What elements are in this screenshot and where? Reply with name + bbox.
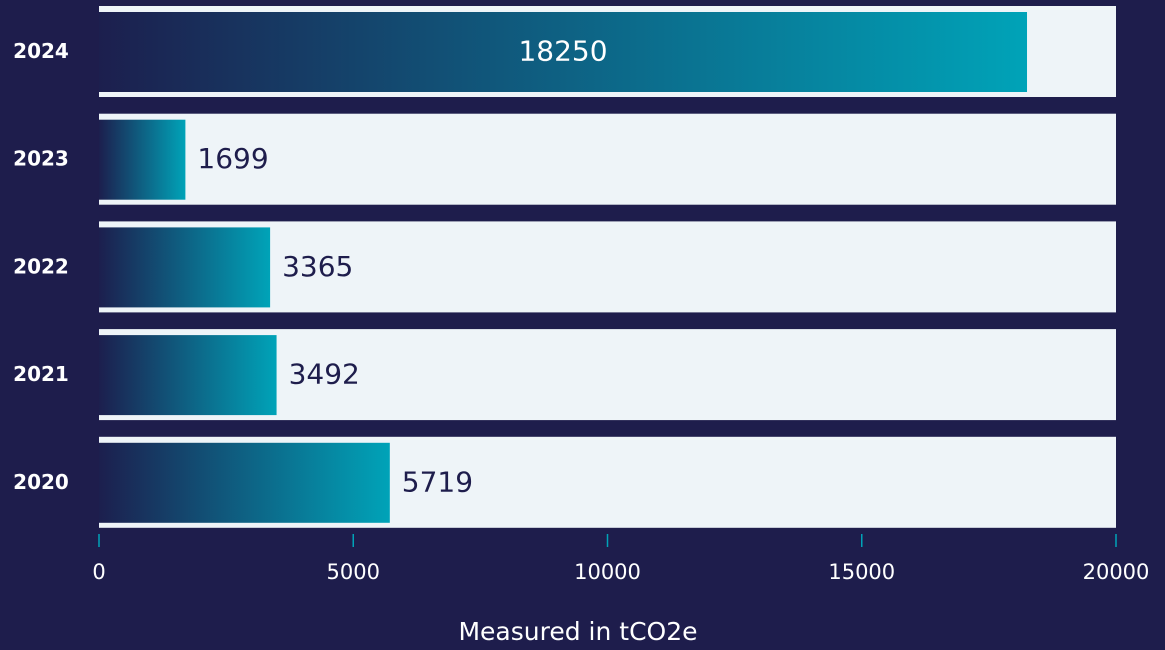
bar	[99, 442, 390, 523]
bar	[99, 335, 277, 416]
x-tick-label: 15000	[828, 560, 895, 584]
y-tick-label: 2021	[13, 362, 69, 386]
bar	[99, 12, 1028, 92]
x-axis-label: Measured in tCO2e	[458, 617, 697, 646]
y-tick-label: 2022	[13, 254, 69, 278]
bar	[99, 119, 186, 200]
x-tick-label: 10000	[574, 560, 641, 584]
y-tick-label: 2020	[13, 470, 69, 494]
value-label: 3492	[289, 358, 360, 391]
row-background	[99, 113, 1116, 205]
x-tick-label: 20000	[1083, 560, 1150, 584]
y-tick-label: 2024	[13, 39, 69, 63]
value-label: 1699	[197, 142, 268, 175]
bar	[99, 227, 271, 308]
x-tick-label: 5000	[327, 560, 380, 584]
y-tick-label: 2023	[13, 147, 69, 171]
value-label: 3365	[282, 250, 353, 283]
x-tick-label: 0	[92, 560, 105, 584]
value-label: 5719	[402, 465, 473, 498]
value-label: 18250	[518, 35, 607, 68]
